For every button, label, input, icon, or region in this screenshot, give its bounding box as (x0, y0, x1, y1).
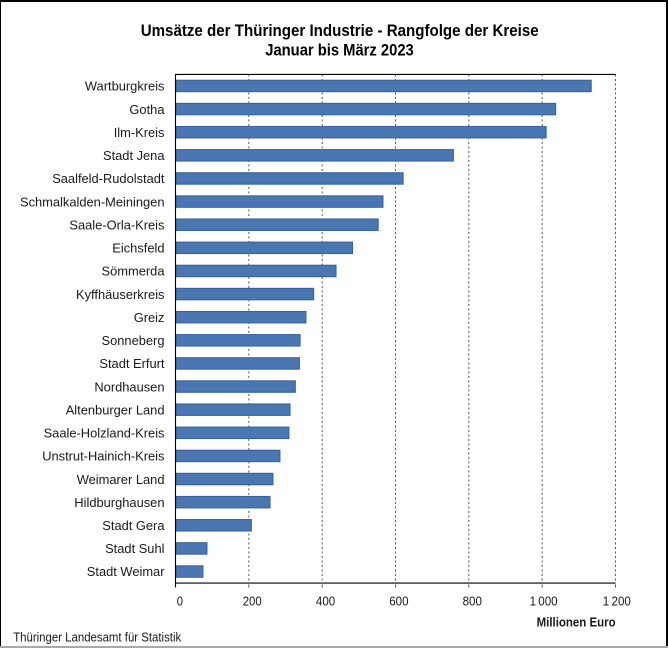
svg-text:Stadt Erfurt: Stadt Erfurt (99, 356, 164, 371)
svg-text:Saale-Orla-Kreis: Saale-Orla-Kreis (69, 217, 164, 232)
svg-text:Sömmerda: Sömmerda (102, 264, 166, 279)
svg-text:Saale-Holzland-Kreis: Saale-Holzland-Kreis (44, 426, 165, 441)
svg-text:400: 400 (316, 593, 335, 608)
svg-text:Ilm-Kreis: Ilm-Kreis (114, 125, 165, 140)
svg-text:Greiz: Greiz (134, 310, 165, 325)
svg-text:Hildburghausen: Hildburghausen (74, 495, 164, 510)
svg-text:Eichsfeld: Eichsfeld (112, 241, 164, 256)
svg-text:Altenburger Land: Altenburger Land (66, 402, 165, 417)
svg-text:1 200: 1 200 (603, 593, 631, 608)
svg-text:0: 0 (177, 593, 183, 608)
svg-text:Sonneberg: Sonneberg (102, 333, 165, 348)
svg-text:Nordhausen: Nordhausen (94, 379, 164, 394)
svg-text:Gotha: Gotha (129, 102, 165, 117)
svg-text:Stadt Jena: Stadt Jena (103, 148, 165, 163)
svg-text:1 000: 1 000 (530, 593, 558, 608)
svg-text:Schmalkalden-Meiningen: Schmalkalden-Meiningen (20, 194, 165, 209)
svg-text:Januar bis März 2023: Januar bis März 2023 (265, 42, 414, 60)
svg-text:Weimarer Land: Weimarer Land (77, 472, 165, 487)
svg-text:Saalfeld-Rudolstadt: Saalfeld-Rudolstadt (52, 171, 165, 186)
svg-text:200: 200 (243, 593, 262, 608)
svg-text:800: 800 (463, 593, 482, 608)
svg-text:Thüringer Landesamt für Statis: Thüringer Landesamt für Statistik (13, 630, 181, 645)
svg-text:Stadt Suhl: Stadt Suhl (105, 541, 164, 556)
svg-text:Stadt Weimar: Stadt Weimar (87, 564, 165, 579)
svg-text:600: 600 (389, 593, 408, 608)
svg-text:Stadt Gera: Stadt Gera (102, 518, 165, 533)
svg-text:Wartburgkreis: Wartburgkreis (85, 79, 165, 94)
svg-text:Umsätze der Thüringer Industri: Umsätze der Thüringer Industrie - Rangfo… (141, 22, 539, 40)
svg-text:Millionen Euro: Millionen Euro (537, 615, 616, 630)
svg-text:Kyffhäuserkreis: Kyffhäuserkreis (76, 287, 165, 302)
svg-text:Unstrut-Hainich-Kreis: Unstrut-Hainich-Kreis (42, 449, 165, 464)
